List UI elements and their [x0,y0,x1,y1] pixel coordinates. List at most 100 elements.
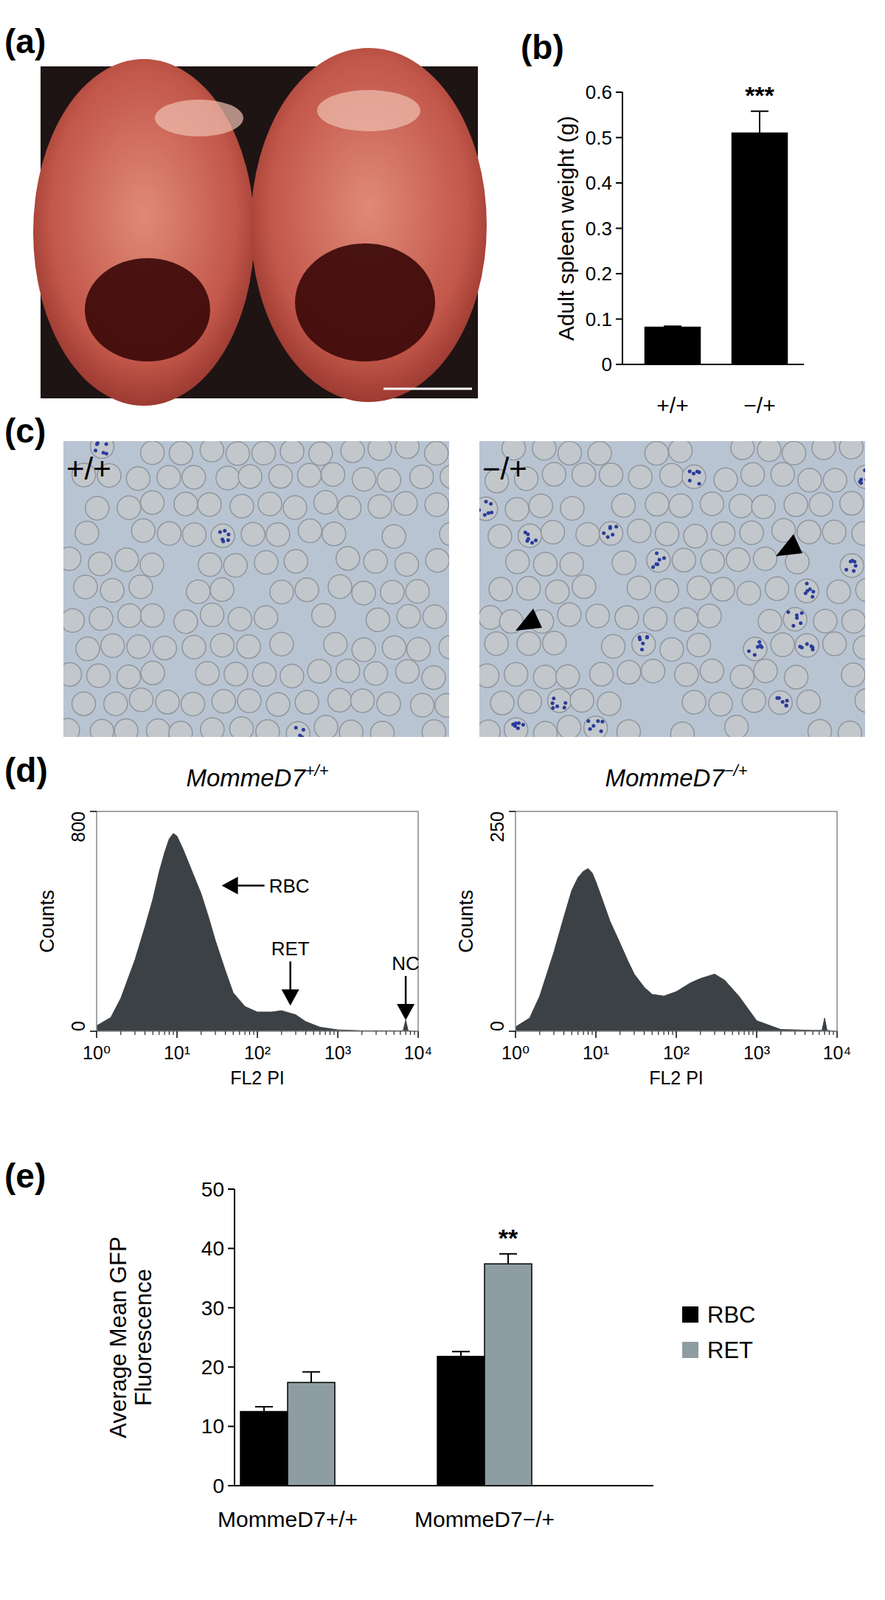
cell [337,495,362,520]
x-tick [337,1031,339,1038]
cell [797,468,822,492]
cell [811,441,836,460]
cell [797,519,821,544]
cell [351,637,376,662]
cell [118,604,142,628]
cell [559,552,584,576]
cell [129,688,153,712]
stain [526,536,531,541]
cell [168,441,193,465]
cell [757,441,782,462]
cell [533,721,557,737]
panel-label: (e) [4,1156,46,1195]
cell [587,441,612,466]
minor-tick [651,1031,653,1035]
minor-tick [200,1031,202,1035]
background [0,0,885,1600]
cell [853,635,866,660]
cell [407,637,431,661]
cell [560,496,585,520]
stain [864,477,866,481]
cell [237,688,262,713]
cell [490,691,515,715]
stain [785,698,790,703]
y-tick-label: 0.6 [585,81,613,104]
title-superscript: −/+ [724,761,748,780]
minor-tick [334,1031,335,1035]
y-axis [233,1188,236,1486]
highlight [317,89,421,132]
cell [117,665,141,689]
x-tick [836,1031,838,1038]
stain [862,468,866,472]
title-part: MommeD7 [185,764,307,792]
cell [140,553,164,577]
figure: (a)(b)(c)(d)(e)00.10.20.30.40.50.6Adult … [0,0,885,1600]
minor-tick [752,1031,754,1035]
cell [627,519,652,543]
cell [199,441,224,462]
cell [395,552,419,576]
minor-tick [168,1031,170,1035]
cell [363,661,388,686]
cell [730,665,754,689]
cell [286,721,310,737]
stain [297,733,302,737]
cell [741,462,765,487]
panel-label: (a) [4,22,46,61]
cell [396,604,421,629]
error-bar [255,1406,273,1411]
cell [686,632,711,657]
x-tick-label: 10³ [743,1042,770,1063]
minor-tick [414,1031,416,1035]
cell [770,632,795,657]
cell [195,661,220,686]
arrowhead [775,533,803,557]
cell [541,520,565,545]
cell [753,546,778,571]
minor-tick [238,1031,240,1035]
minor-tick [795,1031,796,1035]
cell [182,522,206,547]
chart-title: MommeD7+/+ [185,761,329,792]
cell [572,574,596,599]
plot-frame [96,811,419,1032]
cell [542,462,566,487]
y-tick [615,91,623,93]
cell [269,632,294,656]
cell [152,636,177,661]
cell [768,690,793,714]
stain [218,530,222,534]
y-tick [89,1030,97,1032]
cell [674,662,699,686]
cell [314,490,338,515]
annotation-text: NC [391,952,420,975]
y-tick [508,810,516,812]
area [515,868,838,1032]
cell [283,549,308,574]
cell [699,659,724,683]
cell [117,495,141,520]
cell [682,690,706,714]
stain [859,480,863,485]
stain [697,481,702,486]
x-tick-label: 10³ [324,1042,352,1063]
minor-tick [158,1031,160,1035]
minor-tick [233,1031,234,1035]
significance: ** [498,1223,519,1252]
y-tick [227,1484,235,1487]
minor-tick [824,1031,826,1035]
stain [640,641,645,646]
cell [590,662,614,686]
y-tick [615,137,623,139]
cell [258,491,282,516]
y-tick [615,182,623,184]
cell [309,441,333,466]
stain [220,537,225,542]
cell [783,606,807,631]
minor-tick [828,1031,830,1035]
panel-label: (c) [4,411,46,450]
stain [752,652,757,657]
minor-tick [663,1031,665,1035]
cell [350,688,374,713]
